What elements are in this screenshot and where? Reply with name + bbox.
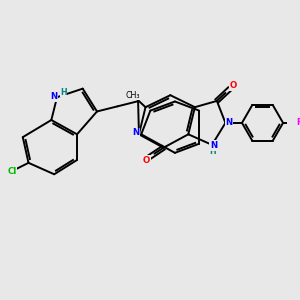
Text: CH₃: CH₃: [125, 91, 140, 100]
Text: O: O: [230, 81, 237, 90]
Text: O: O: [143, 156, 150, 165]
Text: N: N: [132, 128, 139, 137]
Text: H: H: [209, 147, 216, 156]
Text: H: H: [60, 88, 67, 97]
Text: F: F: [296, 118, 300, 127]
Text: Cl: Cl: [7, 167, 16, 176]
Text: N: N: [225, 118, 233, 127]
Text: N: N: [50, 92, 57, 101]
Text: N: N: [210, 141, 217, 150]
